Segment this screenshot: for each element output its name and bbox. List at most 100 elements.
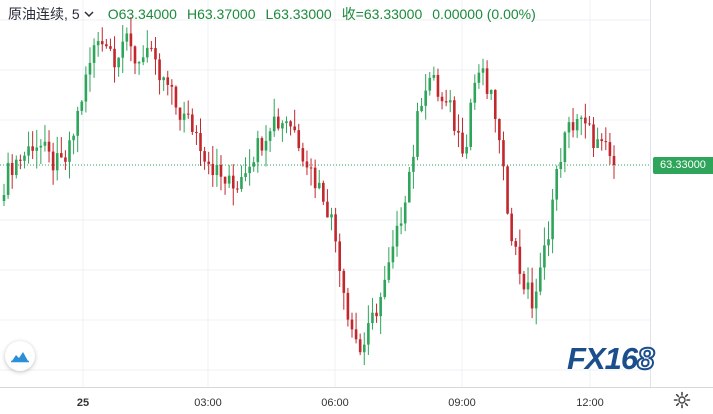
high-value: H63.37000 xyxy=(186,6,256,22)
candle-down xyxy=(334,214,337,242)
interval-label[interactable]: 5 xyxy=(71,6,80,22)
candle-down xyxy=(612,155,616,165)
close-value: 收=63.33000 xyxy=(341,6,423,22)
candle-down xyxy=(51,151,55,171)
price-scale-divider xyxy=(650,0,651,387)
candle-down xyxy=(440,96,444,102)
candle-up xyxy=(96,41,100,46)
candle-up xyxy=(272,116,276,132)
candle-down xyxy=(199,133,202,152)
low-value: L63.33000 xyxy=(265,6,332,22)
candle-up xyxy=(371,312,374,324)
candle-down xyxy=(436,74,440,97)
legend-header: 原油连续, 5 O63.34000 H63.37000 L63.33000 收=… xyxy=(8,5,546,23)
candle-up xyxy=(473,82,477,103)
candle-down xyxy=(305,161,309,168)
candle-up xyxy=(567,122,571,133)
candle-down xyxy=(133,46,137,64)
candle-down xyxy=(457,130,460,133)
candle-up xyxy=(432,74,436,78)
candle-down xyxy=(309,167,313,169)
candle-up xyxy=(27,146,30,156)
time-axis[interactable] xyxy=(0,387,713,413)
candle-up xyxy=(23,155,26,161)
candle-down xyxy=(358,339,362,353)
time-tick: 06:00 xyxy=(321,397,349,409)
candle-up xyxy=(88,62,92,75)
candle-down xyxy=(207,161,210,164)
candle-down xyxy=(203,151,206,162)
candle-up xyxy=(117,57,120,68)
candle-down xyxy=(461,132,464,154)
candle-up xyxy=(244,173,247,178)
candle-up xyxy=(596,139,599,148)
candle-down xyxy=(174,86,178,108)
candle-up xyxy=(330,214,333,218)
candle-up xyxy=(72,135,75,141)
candle-down xyxy=(236,188,239,190)
candle-up xyxy=(264,140,268,151)
candle-down xyxy=(19,159,22,161)
candle-down xyxy=(354,329,358,340)
candle-up xyxy=(240,177,243,189)
symbol-label[interactable]: 原油连续, xyxy=(8,6,68,22)
candle-down xyxy=(113,48,116,68)
candle-down xyxy=(60,153,63,158)
gear-icon[interactable] xyxy=(673,391,691,409)
grid-lines xyxy=(0,0,651,387)
candle-up xyxy=(412,156,415,172)
candle-up xyxy=(526,282,530,290)
change-value: 0.00000 (0.00%) xyxy=(432,6,536,22)
candle-up xyxy=(145,47,149,58)
candle-down xyxy=(338,241,342,271)
time-tick: 03:00 xyxy=(194,397,222,409)
candle-up xyxy=(481,68,485,73)
candle-down xyxy=(498,118,501,141)
candle-up xyxy=(252,162,256,167)
candle-up xyxy=(317,182,321,189)
candle-down xyxy=(105,44,108,47)
candle-up xyxy=(465,146,468,154)
time-tick: 25 xyxy=(76,397,90,409)
chevron-down-icon[interactable] xyxy=(84,10,94,18)
last-price-tag: 63.33000 xyxy=(653,157,713,174)
candle-up xyxy=(281,123,284,129)
candle-down xyxy=(301,148,305,162)
candle-up xyxy=(534,291,538,309)
candle-up xyxy=(55,153,59,171)
candle-down xyxy=(510,213,513,242)
candle-down xyxy=(191,114,194,132)
candle-down xyxy=(518,246,522,274)
candle-up xyxy=(68,140,71,162)
candle-down xyxy=(592,124,595,148)
candle-up xyxy=(424,90,427,106)
candle-down xyxy=(276,116,280,129)
candle-down xyxy=(584,117,587,124)
candle-up xyxy=(141,57,145,63)
candle-up xyxy=(489,89,493,94)
candle-down xyxy=(588,123,591,125)
candle-up xyxy=(563,132,567,163)
candle-down xyxy=(178,107,182,120)
candle-up xyxy=(137,62,141,64)
candle-up xyxy=(420,105,423,112)
candle-down xyxy=(170,84,174,87)
candles xyxy=(2,17,616,366)
candle-down xyxy=(604,141,608,143)
candle-up xyxy=(182,113,186,120)
candle-down xyxy=(502,140,505,167)
fx168-logo: FX168 xyxy=(567,340,655,377)
candle-up xyxy=(76,110,79,136)
candle-up xyxy=(391,246,395,263)
candle-up xyxy=(14,159,18,176)
candle-up xyxy=(387,262,391,280)
candle-up xyxy=(215,164,219,176)
candle-up xyxy=(39,145,43,148)
cloud-chart-icon[interactable] xyxy=(5,341,35,371)
candle-up xyxy=(121,41,125,58)
candle-down xyxy=(493,89,497,119)
candle-up xyxy=(555,169,558,200)
candle-down xyxy=(219,164,223,177)
candle-up xyxy=(395,225,399,247)
